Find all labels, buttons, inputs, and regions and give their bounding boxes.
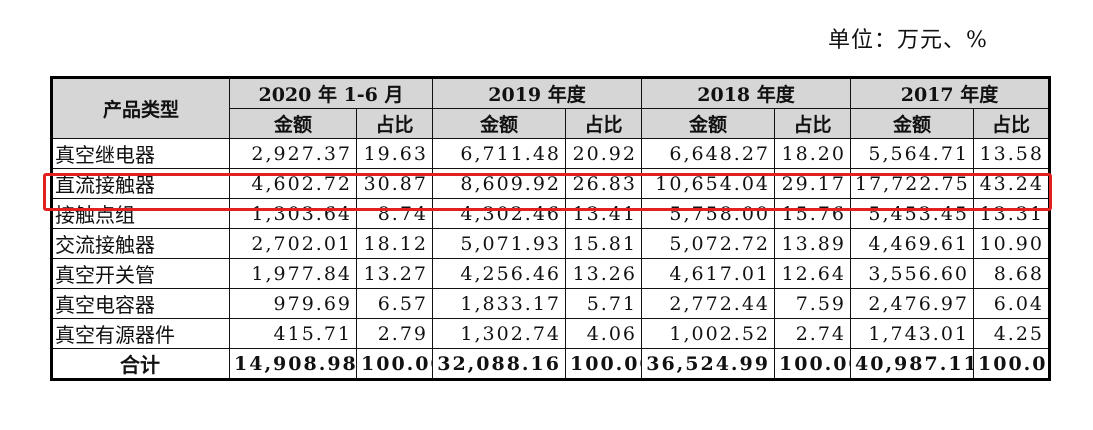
cell-value: 18.20: [774, 138, 851, 169]
cell-value: 4,602.72: [229, 168, 357, 199]
product-revenue-table: 产品类型 2020 年 1-6 月 2019 年度 2018 年度 2017 年…: [50, 76, 1051, 381]
header-period-2017: 2017 年度: [850, 77, 1050, 109]
cell-value: 13.89: [774, 228, 851, 259]
cell-value: 20.92: [565, 138, 642, 169]
cell-value: 6,648.27: [641, 138, 775, 169]
cell-value: 1,743.01: [850, 318, 974, 349]
total-value: 100.00: [565, 348, 642, 380]
table-row: 真空继电器 2,927.37 19.63 6,711.48 20.92 6,64…: [51, 138, 1050, 169]
header-product-type: 产品类型: [51, 77, 230, 139]
cell-value: 1,833.17: [432, 288, 566, 319]
cell-value: 8,609.92: [432, 168, 566, 199]
header-ratio: 占比: [565, 108, 642, 139]
cell-value: 13.26: [565, 258, 642, 289]
header-amount: 金额: [229, 108, 357, 139]
cell-value: 1,977.84: [229, 258, 357, 289]
header-amount: 金额: [432, 108, 566, 139]
total-value: 36,524.99: [641, 348, 775, 380]
cell-value: 12.64: [774, 258, 851, 289]
cell-value: 17,722.75: [850, 168, 974, 199]
cell-value: 5,072.72: [641, 228, 775, 259]
table-row: 真空有源器件 415.71 2.79 1,302.74 4.06 1,002.5…: [51, 318, 1050, 349]
cell-value: 15.81: [565, 228, 642, 259]
cell-value: 4,617.01: [641, 258, 775, 289]
header-ratio: 占比: [973, 108, 1050, 139]
row-name: 直流接触器: [51, 168, 230, 199]
cell-value: 5,564.71: [850, 138, 974, 169]
cell-value: 1,002.52: [641, 318, 775, 349]
cell-value: 2.74: [774, 318, 851, 349]
total-value: 100.00: [356, 348, 433, 380]
cell-value: 4,302.46: [432, 198, 566, 229]
cell-value: 6.04: [973, 288, 1050, 319]
cell-value: 4,256.46: [432, 258, 566, 289]
cell-value: 7.59: [774, 288, 851, 319]
header-ratio: 占比: [774, 108, 851, 139]
cell-value: 2,476.97: [850, 288, 974, 319]
cell-value: 13.31: [973, 198, 1050, 229]
cell-value: 29.17: [774, 168, 851, 199]
unit-label: 单位：万元、%: [828, 28, 988, 53]
cell-value: 15.76: [774, 198, 851, 229]
total-value: 14,908.98: [229, 348, 357, 380]
cell-value: 3,556.60: [850, 258, 974, 289]
cell-value: 5,453.45: [850, 198, 974, 229]
table-row: 直流接触器 4,602.72 30.87 8,609.92 26.83 10,6…: [51, 168, 1050, 199]
cell-value: 10.90: [973, 228, 1050, 259]
header-period-2020h1: 2020 年 1-6 月: [229, 77, 433, 109]
cell-value: 979.69: [229, 288, 357, 319]
total-value: 32,088.16: [432, 348, 566, 380]
cell-value: 6.57: [356, 288, 433, 319]
total-label: 合计: [51, 348, 230, 380]
cell-value: 2.79: [356, 318, 433, 349]
cell-value: 1,303.64: [229, 198, 357, 229]
cell-value: 4,469.61: [850, 228, 974, 259]
table-row: 真空电容器 979.69 6.57 1,833.17 5.71 2,772.44…: [51, 288, 1050, 319]
cell-value: 8.68: [973, 258, 1050, 289]
cell-value: 8.74: [356, 198, 433, 229]
total-value: 40,987.11: [850, 348, 974, 380]
cell-value: 1,302.74: [432, 318, 566, 349]
row-name: 真空电容器: [51, 288, 230, 319]
cell-value: 13.27: [356, 258, 433, 289]
header-period-2019: 2019 年度: [432, 77, 642, 109]
table-row: 交流接触器 2,702.01 18.12 5,071.93 15.81 5,07…: [51, 228, 1050, 259]
cell-value: 43.24: [973, 168, 1050, 199]
cell-value: 30.87: [356, 168, 433, 199]
row-name: 真空开关管: [51, 258, 230, 289]
cell-value: 5,758.00: [641, 198, 775, 229]
row-name: 真空有源器件: [51, 318, 230, 349]
cell-value: 5.71: [565, 288, 642, 319]
row-name: 交流接触器: [51, 228, 230, 259]
cell-value: 2,927.37: [229, 138, 357, 169]
cell-value: 19.63: [356, 138, 433, 169]
cell-value: 6,711.48: [432, 138, 566, 169]
header-period-2018: 2018 年度: [641, 77, 851, 109]
cell-value: 4.06: [565, 318, 642, 349]
cell-value: 10,654.04: [641, 168, 775, 199]
row-name: 真空继电器: [51, 138, 230, 169]
header-ratio: 占比: [356, 108, 433, 139]
cell-value: 18.12: [356, 228, 433, 259]
table-row: 真空开关管 1,977.84 13.27 4,256.46 13.26 4,61…: [51, 258, 1050, 289]
cell-value: 26.83: [565, 168, 642, 199]
header-amount: 金额: [850, 108, 974, 139]
cell-value: 5,071.93: [432, 228, 566, 259]
total-value: 100.00: [774, 348, 851, 380]
row-name: 接触点组: [51, 198, 230, 229]
cell-value: 4.25: [973, 318, 1050, 349]
cell-value: 2,772.44: [641, 288, 775, 319]
header-amount: 金额: [641, 108, 775, 139]
cell-value: 13.58: [973, 138, 1050, 169]
total-value: 100.00: [973, 348, 1050, 380]
cell-value: 415.71: [229, 318, 357, 349]
table-row: 接触点组 1,303.64 8.74 4,302.46 13.41 5,758.…: [51, 198, 1050, 229]
cell-value: 13.41: [565, 198, 642, 229]
cell-value: 2,702.01: [229, 228, 357, 259]
total-row: 合计 14,908.98 100.00 32,088.16 100.00 36,…: [51, 348, 1050, 380]
